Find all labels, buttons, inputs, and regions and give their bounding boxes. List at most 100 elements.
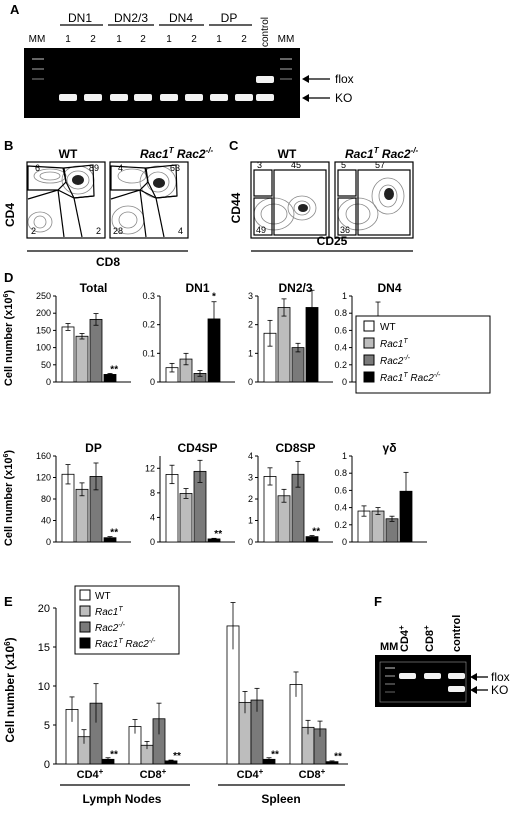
bar-chart-γδ: γδ 0 0.2 0.4 0.6 0.8 1 xyxy=(334,441,427,547)
panel-c-x-axis-label: CD25 xyxy=(317,234,348,248)
y-tick-label: 15 xyxy=(38,642,50,654)
y-tick-label: 0.2 xyxy=(334,360,347,370)
bar-chart-CD8SP: CD8SP 0 1 2 3 4 ** xyxy=(248,441,333,547)
y-tick-label: 200 xyxy=(36,308,51,318)
gel-image-f xyxy=(375,655,471,707)
panel-e-xaxis-labels: CD4+ CD8+ CD4+ CD8+ Lymph Nodes Spleen xyxy=(60,767,345,806)
y-tick-label: 2 xyxy=(248,494,253,504)
quadrant-value: 49 xyxy=(256,225,266,235)
gel-lane-label: control xyxy=(451,615,463,652)
quadrant-value: 6 xyxy=(35,163,40,173)
gel-lane-label: 1 xyxy=(166,34,172,45)
bar-chart-CD4SP: CD4SP 0 4 8 12 ** xyxy=(145,441,235,547)
gel-lane-label-control: control xyxy=(260,17,271,47)
category-label: CD8+ xyxy=(299,767,326,781)
legend-swatch xyxy=(79,637,91,649)
panel-a-header: DN1 DN2/3 DN4 DP MM 1 2 1 2 1 2 1 2 cont… xyxy=(29,11,295,47)
gel-image-a xyxy=(24,48,300,118)
chart-title: DP xyxy=(85,441,102,455)
y-tick-label: 20 xyxy=(38,603,50,615)
panel-c-y-axis-label: CD44 xyxy=(229,192,243,223)
y-tick-label: 0.6 xyxy=(334,325,347,335)
y-tick-label: 0 xyxy=(46,377,51,387)
y-tick-label: 8 xyxy=(150,488,155,498)
y-tick-label: 1 xyxy=(248,516,253,526)
panel-b-label: B xyxy=(4,138,13,153)
ko-label: KO xyxy=(491,683,508,697)
quadrant-value: 57 xyxy=(375,160,385,170)
panel-e-label: E xyxy=(4,594,13,609)
chart-title: Total xyxy=(80,281,108,295)
legend-label: Rac2-/- xyxy=(95,622,126,634)
quadrant-value: 4 xyxy=(118,163,123,173)
y-tick-label: 3 xyxy=(248,473,253,483)
legend-label: Rac1T xyxy=(380,338,408,350)
chart-title: CD4SP xyxy=(177,441,217,455)
panel-e-legend: WT Rac1T Rac2-/- Rac1T Rac2-/- xyxy=(74,585,180,655)
y-tick-label: 250 xyxy=(36,291,51,301)
panel-c-mut-title: Rac1T Rac2-/- xyxy=(345,146,418,161)
y-tick-label: 0.1 xyxy=(142,348,155,358)
significance-mark: ** xyxy=(110,364,118,375)
bar xyxy=(165,474,179,543)
quadrant-value: 45 xyxy=(291,160,301,170)
quadrant-value: 89 xyxy=(89,163,99,173)
flox-label: flox xyxy=(491,670,510,684)
legend-swatch xyxy=(79,589,91,601)
bar xyxy=(75,488,89,543)
gel-group-label: DN2/3 xyxy=(114,11,148,25)
legend-swatch xyxy=(363,337,375,349)
quadrant-value: 36 xyxy=(340,225,350,235)
y-tick-label: 0.6 xyxy=(334,485,347,495)
y-tick-label: 10 xyxy=(38,681,50,693)
quadrant-value: 63 xyxy=(170,163,180,173)
gel-group-label: DN1 xyxy=(68,11,92,25)
legend-label: WT xyxy=(380,322,396,333)
gel-group-label: DP xyxy=(221,11,238,25)
panel-f-label: F xyxy=(374,594,382,609)
quadrant-value: 2 xyxy=(96,226,101,236)
gel-lane-label-mm: MM xyxy=(278,34,295,45)
bar xyxy=(75,335,89,383)
significance-mark: ** xyxy=(312,527,320,538)
chart-title: DN4 xyxy=(377,281,401,295)
y-tick-label: 120 xyxy=(36,473,51,483)
legend-label: Rac1T Rac2-/- xyxy=(380,372,441,384)
y-tick-label: 50 xyxy=(41,360,51,370)
gel-lane-label: 1 xyxy=(216,34,222,45)
quadrant-value: 4 xyxy=(178,226,183,236)
quadrant-value: 28 xyxy=(113,226,123,236)
bar-chart-DN2/3: DN2/3 0 1 2 3 xyxy=(248,281,333,387)
gel-lane-label: MM xyxy=(380,641,398,653)
y-tick-label: 2 xyxy=(248,320,253,330)
bar xyxy=(277,495,291,543)
y-tick-label: 0 xyxy=(46,537,51,547)
bar xyxy=(291,347,305,383)
panel-e-y-axis-label: Cell number (x106) xyxy=(3,637,17,742)
y-tick-label: 0 xyxy=(248,537,253,547)
significance-mark: ** xyxy=(110,528,118,539)
y-tick-label: 0.2 xyxy=(142,320,155,330)
bar-chart-DN1: DN1 0 0.1 0.2 0.3 * xyxy=(142,281,235,387)
gel-group-label: DN4 xyxy=(169,11,193,25)
gel-lane-label: 2 xyxy=(90,34,96,45)
chart-title: DN1 xyxy=(185,281,209,295)
gel-lane-label: 2 xyxy=(140,34,146,45)
bar xyxy=(89,318,103,383)
significance-mark: ** xyxy=(110,749,118,760)
y-tick-label: 0.2 xyxy=(334,520,347,530)
chart-title: γδ xyxy=(383,441,397,455)
panel-b-wt-title: WT xyxy=(59,147,78,161)
legend-label: Rac1T xyxy=(95,606,123,618)
category-label: CD4+ xyxy=(237,767,264,781)
y-tick-label: 4 xyxy=(248,451,253,461)
category-label: CD8+ xyxy=(140,767,167,781)
legend-label: Rac1T Rac2-/- xyxy=(95,638,156,650)
chart-title: DN2/3 xyxy=(278,281,312,295)
gel-lane-label: CD8+ xyxy=(422,625,436,652)
flow-plot-b-mut: 4 63 28 4 xyxy=(109,161,189,239)
bar xyxy=(371,510,385,543)
y-tick-label: 150 xyxy=(36,325,51,335)
y-tick-label: 0.4 xyxy=(334,343,347,353)
